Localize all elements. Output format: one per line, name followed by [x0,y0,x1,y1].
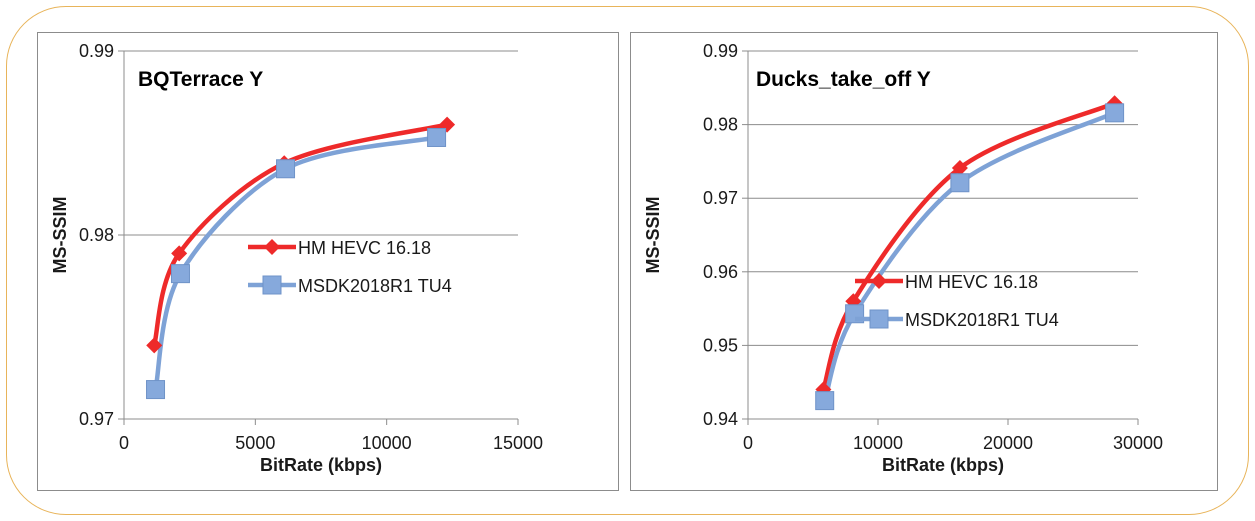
legend-marker-hm-hevc-16-18 [264,239,280,255]
legend-marker-hm-hevc-16-18 [871,273,887,289]
data-point-hm-hevc-16-18 [171,245,188,262]
data-point-msdk2018r1-tu4 [170,264,190,284]
y-tick-label: 0.94 [703,409,738,429]
chart-title: BQTerrace Y [138,68,263,91]
data-point-msdk2018r1-tu4 [276,159,296,179]
chart-ducks-take-off-svg: 0.94 0.95 0.96 0.97 0.98 0.99 0 10000 20000 30000… [643,41,1163,475]
x-tick-label: 0 [743,433,753,453]
chart-ducks-take-off: 0.94 0.95 0.96 0.97 0.98 0.99 0 10000 20000 30000… [630,32,1218,491]
y-tick-label: 0.97 [703,188,738,208]
rounded-frame [6,6,1249,515]
chart-bqterrace: 0.97 0.98 0.99 0 5000 10000 15000 BitRate (kbps… [37,32,619,491]
chart-bqterrace-svg: 0.97 0.98 0.99 0 5000 10000 15000 BitRate (kbps… [50,41,543,475]
x-tick-label: 15000 [493,433,543,453]
data-point-msdk2018r1-tu4 [427,127,447,147]
legend-marker-msdk2018r1-tu4 [869,309,889,329]
series-line-hm-hevc-16-18 [152,122,448,346]
y-tick-label: 0.99 [79,41,114,61]
legend-label-hm-hevc-16-18: HM HEVC 16.18 [298,238,431,258]
legend-label-hm-hevc-16-18: HM HEVC 16.18 [905,272,1038,292]
series-line-msdk2018r1-tu4 [822,110,1116,402]
x-axis-title: BitRate (kbps) [260,455,382,475]
y-axis-title: MS-SSIM [643,196,663,273]
y-tick-label: 0.99 [703,41,738,61]
data-point-msdk2018r1-tu4 [1105,103,1125,123]
legend-marker-msdk2018r1-tu4 [262,275,282,295]
data-point-hm-hevc-16-18 [439,116,456,133]
x-tick-label: 0 [119,433,129,453]
series-line-hm-hevc-16-18 [821,101,1116,391]
legend-label-msdk2018r1-tu4: MSDK2018R1 TU4 [298,276,452,296]
x-tick-label: 20000 [983,433,1033,453]
x-tick-label: 10000 [853,433,903,453]
chart-title: Ducks_take_off Y [756,68,931,91]
y-tick-label: 0.97 [79,409,114,429]
y-tick-label: 0.98 [703,115,738,135]
data-point-msdk2018r1-tu4 [950,173,970,193]
y-axis-title: MS-SSIM [50,196,70,273]
series-line-msdk2018r1-tu4 [153,135,438,391]
data-point-msdk2018r1-tu4 [146,380,166,400]
y-tick-label: 0.96 [703,262,738,282]
data-point-hm-hevc-16-18 [146,337,163,354]
y-tick-label: 0.95 [703,335,738,355]
x-tick-label: 10000 [362,433,412,453]
x-tick-label: 30000 [1113,433,1163,453]
data-point-msdk2018r1-tu4 [815,391,835,411]
legend-label-msdk2018r1-tu4: MSDK2018R1 TU4 [905,310,1059,330]
data-point-hm-hevc-16-18 [951,160,968,177]
x-axis-title: BitRate (kbps) [882,455,1004,475]
x-tick-label: 5000 [235,433,275,453]
y-tick-label: 0.98 [79,225,114,245]
